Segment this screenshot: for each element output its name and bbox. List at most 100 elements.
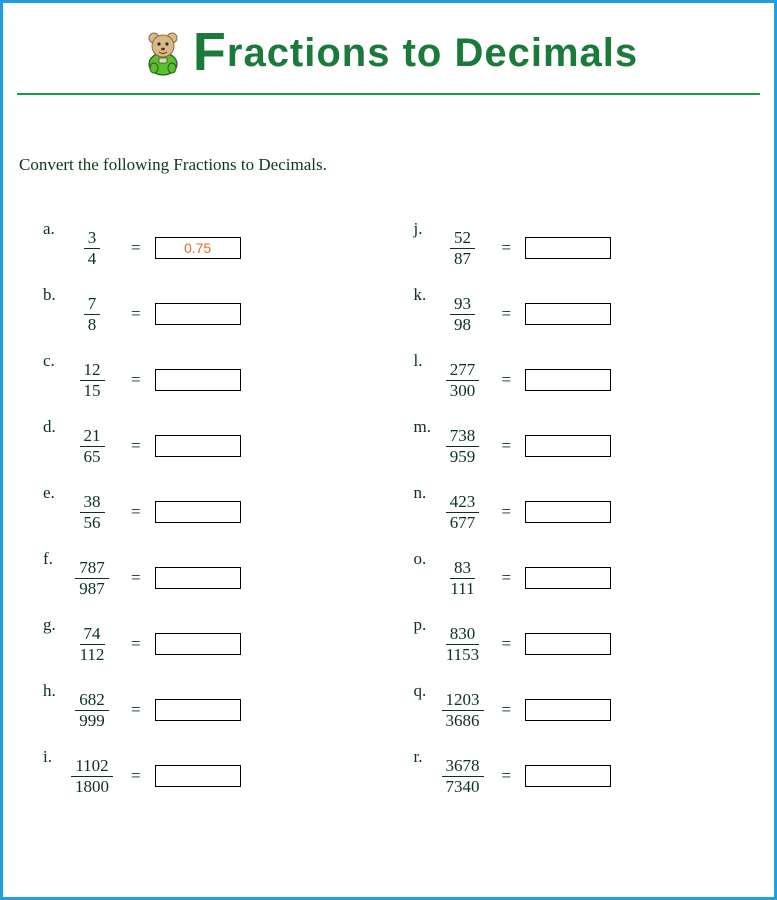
- numerator: 1203: [442, 690, 484, 711]
- answer-input[interactable]: [155, 765, 241, 787]
- numerator: 7: [84, 294, 101, 315]
- fraction: 3856: [71, 492, 113, 532]
- fraction: 11021800: [71, 756, 113, 796]
- denominator: 677: [446, 513, 480, 533]
- answer-input[interactable]: [525, 237, 611, 259]
- denominator: 7340: [442, 777, 484, 797]
- problem-row: c.1215=: [43, 347, 384, 413]
- equals-sign: =: [502, 634, 512, 654]
- answer-input[interactable]: [155, 501, 241, 523]
- denominator: 15: [80, 381, 105, 401]
- denominator: 3686: [442, 711, 484, 731]
- answer-input[interactable]: [155, 237, 241, 259]
- numerator: 3: [84, 228, 101, 249]
- equals-sign: =: [131, 238, 141, 258]
- equals-sign: =: [502, 568, 512, 588]
- answer-input[interactable]: [525, 435, 611, 457]
- denominator: 1153: [442, 645, 483, 665]
- problem-row: g.74112=: [43, 611, 384, 677]
- denominator: 987: [75, 579, 109, 599]
- problem-label: m.: [414, 413, 442, 437]
- problem-label: p.: [414, 611, 442, 635]
- problem-label: a.: [43, 215, 71, 239]
- equals-sign: =: [131, 700, 141, 720]
- numerator: 74: [80, 624, 105, 645]
- problem-row: o.83111 =: [414, 545, 755, 611]
- equals-sign: =: [502, 370, 512, 390]
- fraction: 682999: [71, 690, 113, 730]
- problem-label: q.: [414, 677, 442, 701]
- answer-input[interactable]: [525, 303, 611, 325]
- denominator: 112: [76, 645, 109, 665]
- problem-row: a.34 =: [43, 215, 384, 281]
- denominator: 56: [80, 513, 105, 533]
- numerator: 830: [446, 624, 480, 645]
- problem-label: o.: [414, 545, 442, 569]
- fraction: 36787340: [442, 756, 484, 796]
- numerator: 52: [450, 228, 475, 249]
- problem-label: f.: [43, 545, 71, 569]
- answer-input[interactable]: [525, 567, 611, 589]
- problem-label: d.: [43, 413, 71, 437]
- answer-input[interactable]: [525, 501, 611, 523]
- answer-input[interactable]: [525, 765, 611, 787]
- equals-sign: =: [131, 502, 141, 522]
- problem-row: d.2165=: [43, 413, 384, 479]
- answer-input[interactable]: [155, 369, 241, 391]
- denominator: 98: [450, 315, 475, 335]
- answer-input[interactable]: [525, 369, 611, 391]
- fraction: 277300: [442, 360, 484, 400]
- denominator: 300: [446, 381, 480, 401]
- problem-row: e.3856=: [43, 479, 384, 545]
- equals-sign: =: [502, 436, 512, 456]
- answer-input[interactable]: [155, 435, 241, 457]
- answer-input[interactable]: [155, 567, 241, 589]
- problem-label: r.: [414, 743, 442, 767]
- fraction: 738959: [442, 426, 484, 466]
- answer-input[interactable]: [155, 303, 241, 325]
- numerator: 3678: [442, 756, 484, 777]
- equals-sign: =: [131, 766, 141, 786]
- problem-row: h.682999=: [43, 677, 384, 743]
- equals-sign: =: [502, 238, 512, 258]
- title-row: Fractions to Decimals: [139, 21, 638, 83]
- problem-row: l.277300 =: [414, 347, 755, 413]
- numerator: 277: [446, 360, 480, 381]
- problem-row: n.423677=: [414, 479, 755, 545]
- answer-input[interactable]: [155, 699, 241, 721]
- equals-sign: =: [131, 370, 141, 390]
- problem-label: b.: [43, 281, 71, 305]
- instruction-text: Convert the following Fractions to Decim…: [19, 155, 774, 175]
- fraction: 78: [71, 294, 113, 334]
- equals-sign: =: [502, 502, 512, 522]
- problem-label: e.: [43, 479, 71, 503]
- page-title: Fractions to Decimals: [193, 21, 638, 83]
- numerator: 38: [80, 492, 105, 513]
- denominator: 1800: [71, 777, 113, 797]
- fraction: 83111: [442, 558, 484, 598]
- problem-row: b.78=: [43, 281, 384, 347]
- equals-sign: =: [131, 634, 141, 654]
- equals-sign: =: [131, 568, 141, 588]
- problem-row: p.8301153 =: [414, 611, 755, 677]
- equals-sign: =: [131, 304, 141, 324]
- answer-input[interactable]: [155, 633, 241, 655]
- problem-row: k.9398=: [414, 281, 755, 347]
- denominator: 111: [446, 579, 478, 599]
- divider: [17, 93, 760, 95]
- problems-container: a.34=b.78=c.1215=d.2165=e.3856=f.787987=…: [3, 215, 774, 809]
- title-first-letter: F: [193, 21, 227, 83]
- fraction: 9398: [442, 294, 484, 334]
- answer-input[interactable]: [525, 633, 611, 655]
- numerator: 1102: [71, 756, 112, 777]
- problem-row: i.11021800=: [43, 743, 384, 809]
- fraction: 5287: [442, 228, 484, 268]
- numerator: 682: [75, 690, 109, 711]
- fraction: 1215: [71, 360, 113, 400]
- denominator: 8: [84, 315, 101, 335]
- numerator: 12: [80, 360, 105, 381]
- problem-label: l.: [414, 347, 442, 371]
- fraction: 34: [71, 228, 113, 268]
- answer-input[interactable]: [525, 699, 611, 721]
- numerator: 787: [75, 558, 109, 579]
